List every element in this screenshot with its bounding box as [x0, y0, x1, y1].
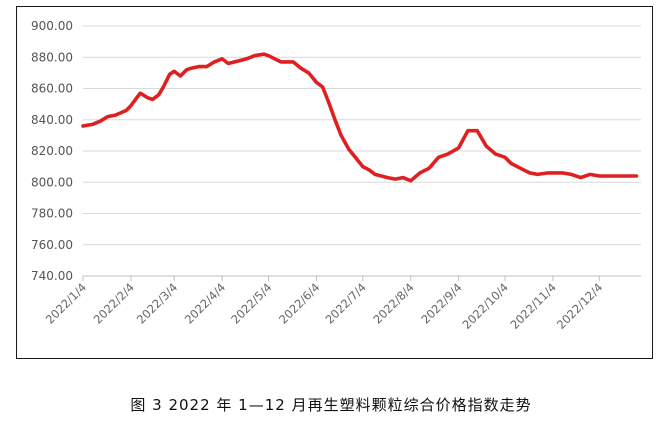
- x-tick-label: 2022/9/4: [418, 280, 464, 326]
- x-tick-label: 2022/2/4: [91, 280, 137, 326]
- figure-caption: 图 3 2022 年 1—12 月再生塑料颗粒综合价格指数走势: [130, 396, 532, 414]
- x-tick-label: 2022/5/4: [228, 280, 274, 326]
- x-tick-label: 2022/12/4: [554, 280, 606, 332]
- x-tick-label: 2022/3/4: [134, 280, 180, 326]
- x-tick-label: 2022/4/4: [182, 280, 228, 326]
- y-tick-label: 820.00: [31, 144, 73, 158]
- x-tick-label: 2022/6/4: [276, 280, 322, 326]
- y-tick-label: 880.00: [31, 50, 73, 64]
- y-tick-label: 900.00: [31, 19, 73, 33]
- y-tick-label: 740.00: [31, 269, 73, 283]
- y-tick-label: 840.00: [31, 113, 73, 127]
- x-tick-label: 2022/10/4: [460, 280, 512, 332]
- y-tick-label: 860.00: [31, 82, 73, 96]
- x-tick-label: 2022/11/4: [507, 280, 559, 332]
- price-index-chart: 900.00 880.00 860.00 840.00 820.00 800.00 780.…: [31, 19, 641, 332]
- chart-frame: 900.00 880.00 860.00 840.00 820.00 800.00 780.…: [16, 6, 653, 359]
- series-layer: [81, 52, 639, 183]
- y-tick-label: 780.00: [31, 207, 73, 221]
- y-tick-label: 760.00: [31, 238, 73, 252]
- x-tick-label: 2022/7/4: [322, 280, 368, 326]
- series-line: [81, 52, 639, 183]
- x-tick-label: 2022/8/4: [370, 280, 416, 326]
- y-tick-label: 800.00: [31, 175, 73, 189]
- grid-lines: [83, 25, 641, 277]
- y-axis-ticks: 900.00 880.00 860.00 840.00 820.00 800.00 780.…: [31, 19, 73, 283]
- x-tick-label: 2022/1/4: [43, 280, 89, 326]
